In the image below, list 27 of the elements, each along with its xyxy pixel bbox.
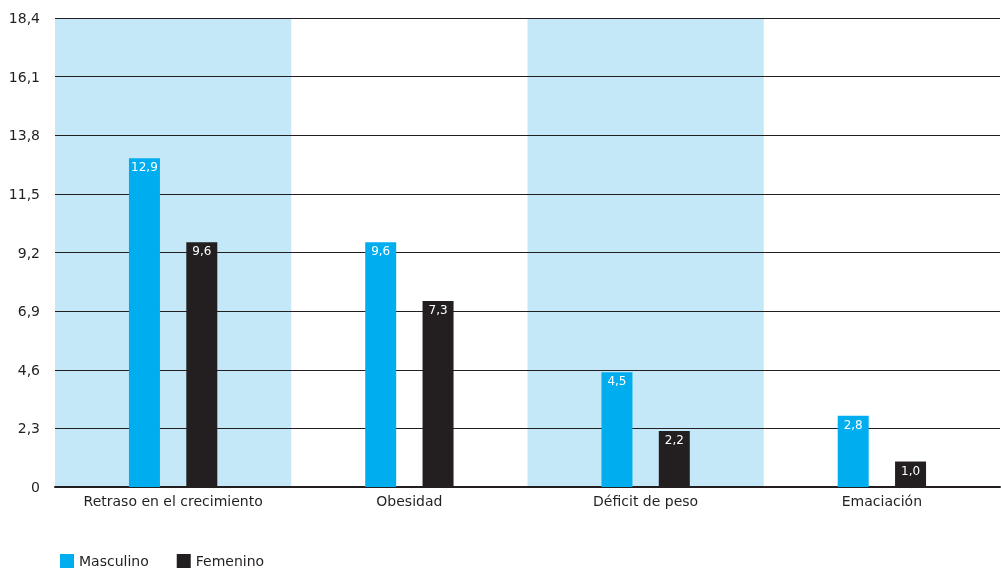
legend-label: Femenino (195, 553, 265, 569)
bar (837, 415, 869, 487)
bar (365, 242, 397, 487)
data-label: 7,3 (428, 302, 448, 317)
y-tick-label: 16,1 (8, 68, 40, 85)
data-label: 4,5 (607, 374, 627, 389)
bar (128, 158, 160, 487)
y-tick-label: 13,8 (8, 127, 40, 144)
data-label: 9,6 (371, 244, 391, 259)
bar (601, 372, 633, 487)
x-tick-label: Emaciación (841, 493, 923, 509)
y-tick-label: 6,9 (17, 303, 40, 320)
x-tick-label: Déficit de peso (593, 493, 699, 509)
y-tick-label: 9,2 (17, 244, 40, 261)
data-label: 2,2 (664, 432, 684, 447)
data-label: 1,0 (901, 463, 921, 478)
y-tick-label: 11,5 (8, 185, 40, 202)
data-label: 2,8 (843, 417, 863, 432)
y-tick-label: 18,4 (8, 10, 41, 26)
y-tick-label: 4,6 (17, 361, 41, 378)
x-tick-label: Retraso en el crecimiento (83, 493, 263, 509)
data-label: 9,6 (192, 244, 212, 259)
y-tick-label: 0 (31, 479, 40, 495)
legend-label: Masculino (79, 553, 149, 569)
x-tick-label: Obesidad (376, 493, 443, 509)
data-label: 12,9 (131, 160, 158, 175)
y-tick-label: 2,3 (17, 420, 40, 437)
